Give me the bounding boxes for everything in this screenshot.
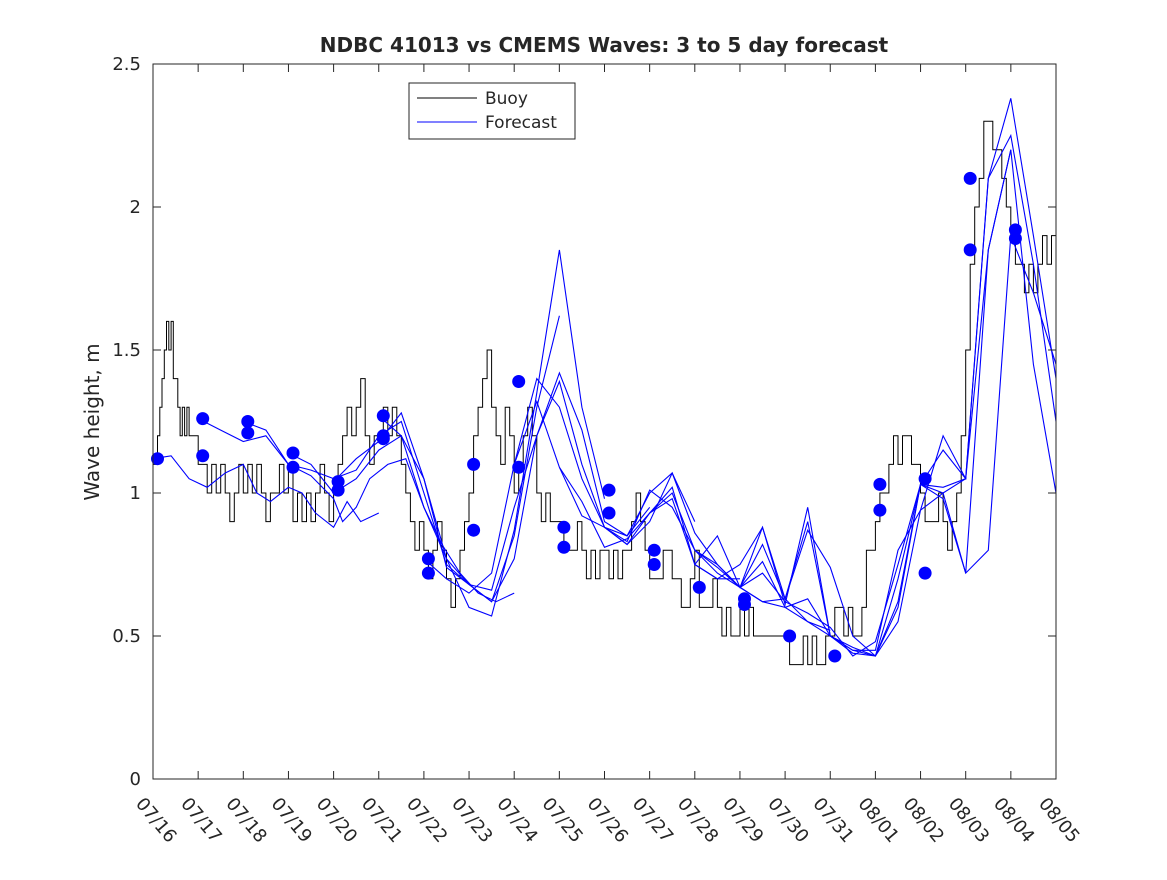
forecast-line-10	[604, 472, 922, 657]
forecast-marker-1	[151, 452, 164, 466]
forecast-marker-6	[286, 446, 300, 460]
forecast-line-2	[197, 418, 515, 603]
legend-buoy-label: Buoy	[485, 89, 528, 109]
forecast-marker-13	[421, 552, 435, 566]
forecast-marker-18	[512, 460, 526, 474]
forecast-marker-37	[1008, 232, 1022, 245]
forecast-line-12	[694, 149, 1012, 657]
chart-title: NDBC 41013 vs CMEMS Waves: 3 to 5 day fo…	[320, 33, 889, 57]
buoy-series-line	[153, 120, 1057, 666]
forecast-line-9	[558, 466, 876, 657]
forecast-line-7	[423, 399, 740, 594]
y-tick-label: 2	[130, 197, 141, 218]
forecast-marker-10	[376, 409, 390, 423]
forecast-marker-2	[196, 412, 210, 426]
y-tick-label: 1.5	[112, 340, 141, 361]
legend-box	[408, 82, 576, 140]
legend-forecast-label: Forecast	[485, 113, 557, 133]
forecast-marker-28	[783, 629, 797, 643]
forecast-marker-25	[692, 580, 706, 594]
forecast-marker-7	[286, 460, 300, 474]
y-tick-label: 2.5	[112, 54, 141, 75]
forecast-marker-32	[918, 472, 932, 486]
forecast-marker-21	[602, 483, 616, 497]
forecast-marker-12	[376, 432, 390, 446]
forecast-line-14	[739, 133, 1057, 657]
forecast-marker-9	[331, 483, 345, 497]
forecast-marker-3	[196, 449, 210, 463]
forecast-marker-27	[738, 598, 751, 611]
forecast-marker-14	[421, 566, 435, 580]
y-axis-ticks: 0 0.5 1 1.5 2 2.5	[112, 54, 1056, 790]
forecast-marker-29	[828, 649, 842, 663]
forecast-line-8	[513, 377, 831, 631]
forecast-line-1	[152, 455, 380, 529]
forecast-marker-17	[512, 375, 526, 388]
y-axis-label: Wave height, m	[80, 343, 104, 500]
legend: Buoy Forecast	[408, 82, 576, 140]
y-tick-label: 0.5	[112, 626, 141, 647]
forecast-marker-30	[873, 477, 887, 491]
forecast-line-16	[920, 149, 1057, 574]
y-tick-label: 1	[130, 483, 141, 504]
forecast-marker-4	[241, 415, 255, 428]
forecast-marker-23	[647, 543, 661, 557]
marker-layer	[151, 171, 1022, 663]
forecast-marker-20	[557, 540, 571, 554]
forecast-marker-33	[918, 566, 932, 580]
forecast-marker-5	[241, 426, 255, 440]
forecast-marker-16	[467, 523, 481, 537]
forecast-marker-31	[873, 503, 887, 517]
forecast-marker-35	[963, 243, 977, 257]
series-layer	[152, 98, 1057, 666]
forecast-line-6	[378, 379, 696, 591]
forecast-marker-22	[602, 506, 616, 520]
forecast-marker-34	[963, 171, 977, 185]
forecast-marker-19	[557, 520, 571, 534]
y-tick-label: 0	[130, 769, 141, 790]
forecast-line-15	[874, 98, 1057, 657]
forecast-marker-15	[467, 457, 481, 471]
plot-area	[153, 64, 1056, 779]
forecast-marker-24	[647, 558, 661, 571]
